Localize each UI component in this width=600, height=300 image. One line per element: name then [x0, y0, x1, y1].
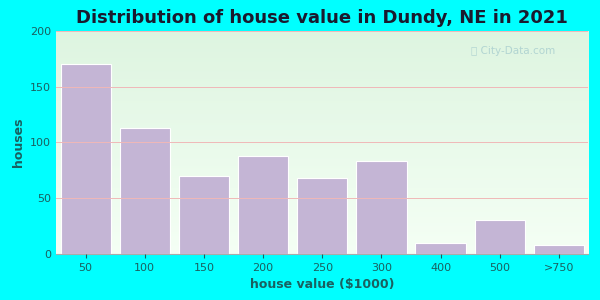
Bar — [356, 161, 407, 254]
Bar — [61, 64, 111, 254]
Bar — [119, 128, 170, 254]
Bar — [179, 176, 229, 254]
Bar — [475, 220, 525, 254]
X-axis label: house value ($1000): house value ($1000) — [250, 278, 395, 291]
Bar — [415, 243, 466, 254]
Bar — [297, 178, 347, 254]
Title: Distribution of house value in Dundy, NE in 2021: Distribution of house value in Dundy, NE… — [76, 9, 568, 27]
Text: ⦾ City-Data.com: ⦾ City-Data.com — [472, 46, 556, 56]
Y-axis label: houses: houses — [11, 118, 25, 167]
Bar — [534, 245, 584, 254]
Bar — [238, 156, 288, 254]
